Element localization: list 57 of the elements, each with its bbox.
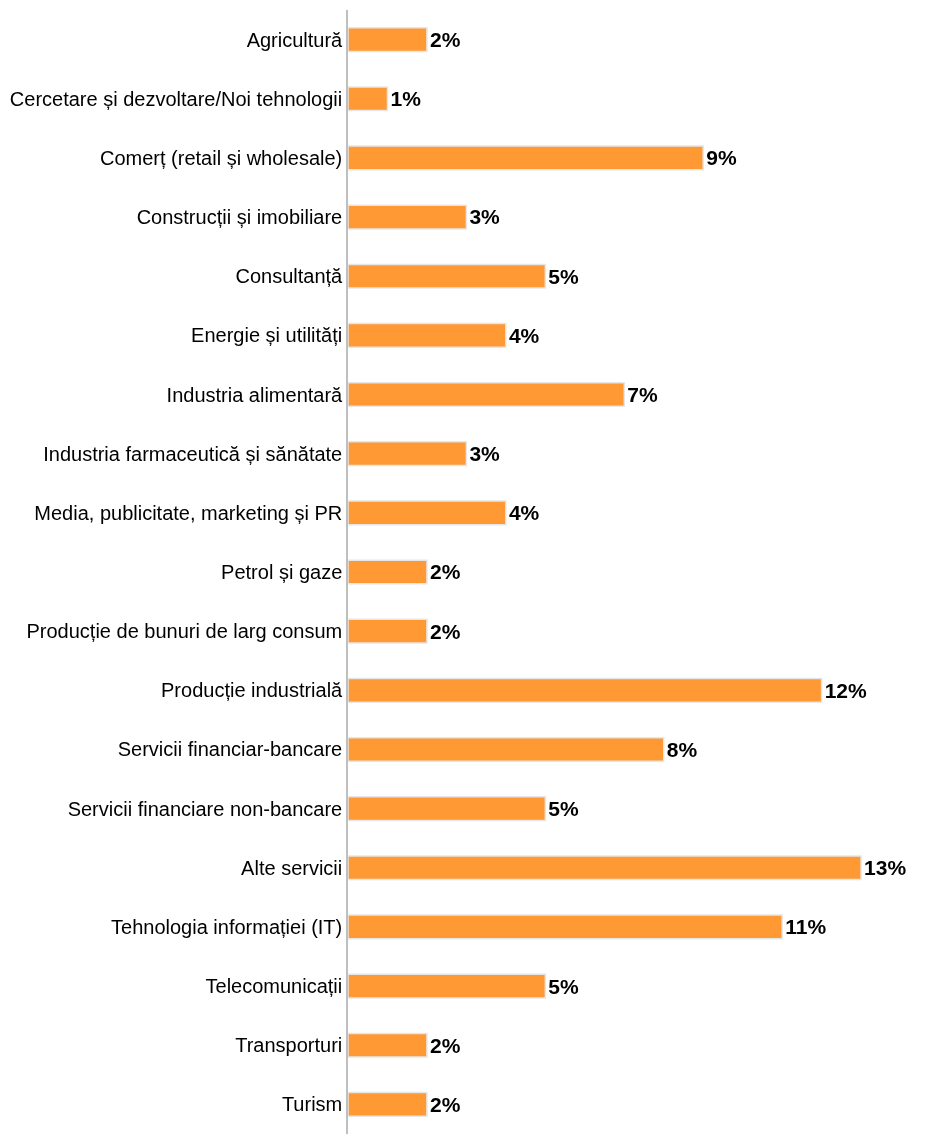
data-label: 8%	[666, 737, 698, 761]
y-tick-label: Media, publicitate, marketing și PR	[34, 501, 343, 524]
bar	[348, 381, 626, 408]
data-label: 3%	[469, 205, 501, 229]
y-tick-label: Servicii financiar-bancare	[117, 738, 343, 761]
data-label: 2%	[429, 560, 461, 584]
bar	[348, 973, 547, 999]
bar	[348, 145, 704, 171]
bar	[348, 86, 389, 112]
data-label: 3%	[469, 442, 501, 466]
data-label: 2%	[429, 619, 461, 643]
data-label: 2%	[429, 1092, 461, 1116]
bar	[348, 263, 547, 289]
bar	[348, 500, 507, 526]
y-tick-label: Tehnologia informației (IT)	[111, 915, 343, 938]
data-label: 2%	[429, 1033, 461, 1057]
y-tick-label: Cercetare și dezvoltare/Noi tehnologii	[9, 87, 343, 110]
bar	[348, 618, 428, 644]
bar	[348, 559, 428, 585]
bar	[348, 677, 823, 703]
y-tick-label: Servicii financiare non-bancare	[67, 797, 343, 820]
bar	[348, 1032, 428, 1058]
data-label: 1%	[390, 87, 422, 111]
data-label: 7%	[627, 382, 658, 406]
y-tick-label: Industria farmaceutică și sănătate	[43, 442, 343, 465]
y-tick-label: Construcții și imobiliare	[136, 206, 343, 229]
y-tick-label: Energie și utilități	[191, 324, 343, 347]
bar	[348, 1091, 428, 1117]
data-label: 9%	[706, 146, 737, 170]
data-label: 4%	[508, 323, 540, 347]
y-tick-label: Telecomunicații	[205, 975, 343, 998]
y-tick-label: Industria alimentară	[166, 383, 344, 406]
y-tick-label: Consultanță	[235, 265, 344, 288]
y-tick-label: Comerț (retail și wholesale)	[99, 146, 343, 169]
y-tick-label: Agricultură	[246, 28, 344, 51]
bar	[348, 796, 547, 822]
data-label: 11%	[785, 915, 827, 939]
data-label: 4%	[508, 501, 540, 525]
y-tick-label: Transporturi	[235, 1034, 343, 1057]
bar	[348, 322, 507, 348]
bar	[348, 204, 468, 230]
bar	[348, 27, 428, 53]
data-label: 13%	[864, 856, 907, 880]
data-label: 5%	[548, 264, 580, 288]
y-tick-label: Turism	[281, 1093, 343, 1116]
data-label: 5%	[548, 797, 580, 821]
bar	[348, 914, 783, 940]
y-tick-label: Alte servicii	[241, 856, 343, 879]
bar	[348, 855, 862, 881]
y-tick-label: Petrol și gaze	[221, 561, 343, 583]
data-label: 2%	[429, 28, 461, 52]
bar	[348, 736, 665, 763]
y-tick-label: Producție industrială	[161, 679, 344, 702]
data-label: 12%	[824, 678, 868, 702]
bar	[348, 441, 468, 467]
data-label: 5%	[548, 974, 580, 998]
y-tick-label: Producție de bunuri de larg consum	[26, 620, 343, 643]
